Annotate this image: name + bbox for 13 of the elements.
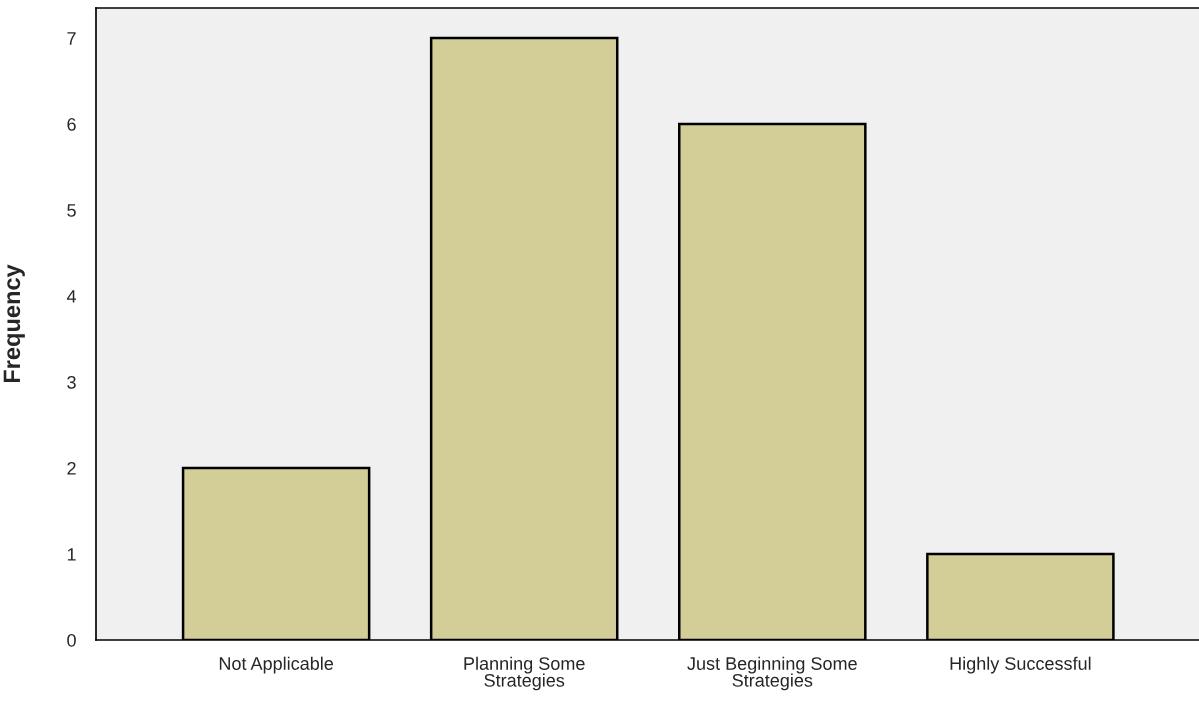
y-tick-label: 2 (67, 461, 76, 475)
x-tick-label: Just Beginning Some Strategies (687, 656, 857, 691)
y-tick-label: 4 (66, 290, 77, 303)
y-tick-label: 3 (67, 375, 76, 389)
y-tick-label: 5 (67, 204, 76, 217)
x-tick-label: Highly Successful (950, 656, 1091, 674)
x-tick-label: Not Applicable (219, 656, 334, 674)
y-tick-label: 6 (67, 118, 76, 131)
x-tick-label: Planning Some Strategies (464, 656, 585, 691)
y-tick-label: 7 (67, 32, 76, 45)
y-tick-label: 0 (67, 633, 76, 647)
y-tick-label: 1 (67, 548, 76, 561)
y-axis-title: Frequency (3, 264, 25, 383)
